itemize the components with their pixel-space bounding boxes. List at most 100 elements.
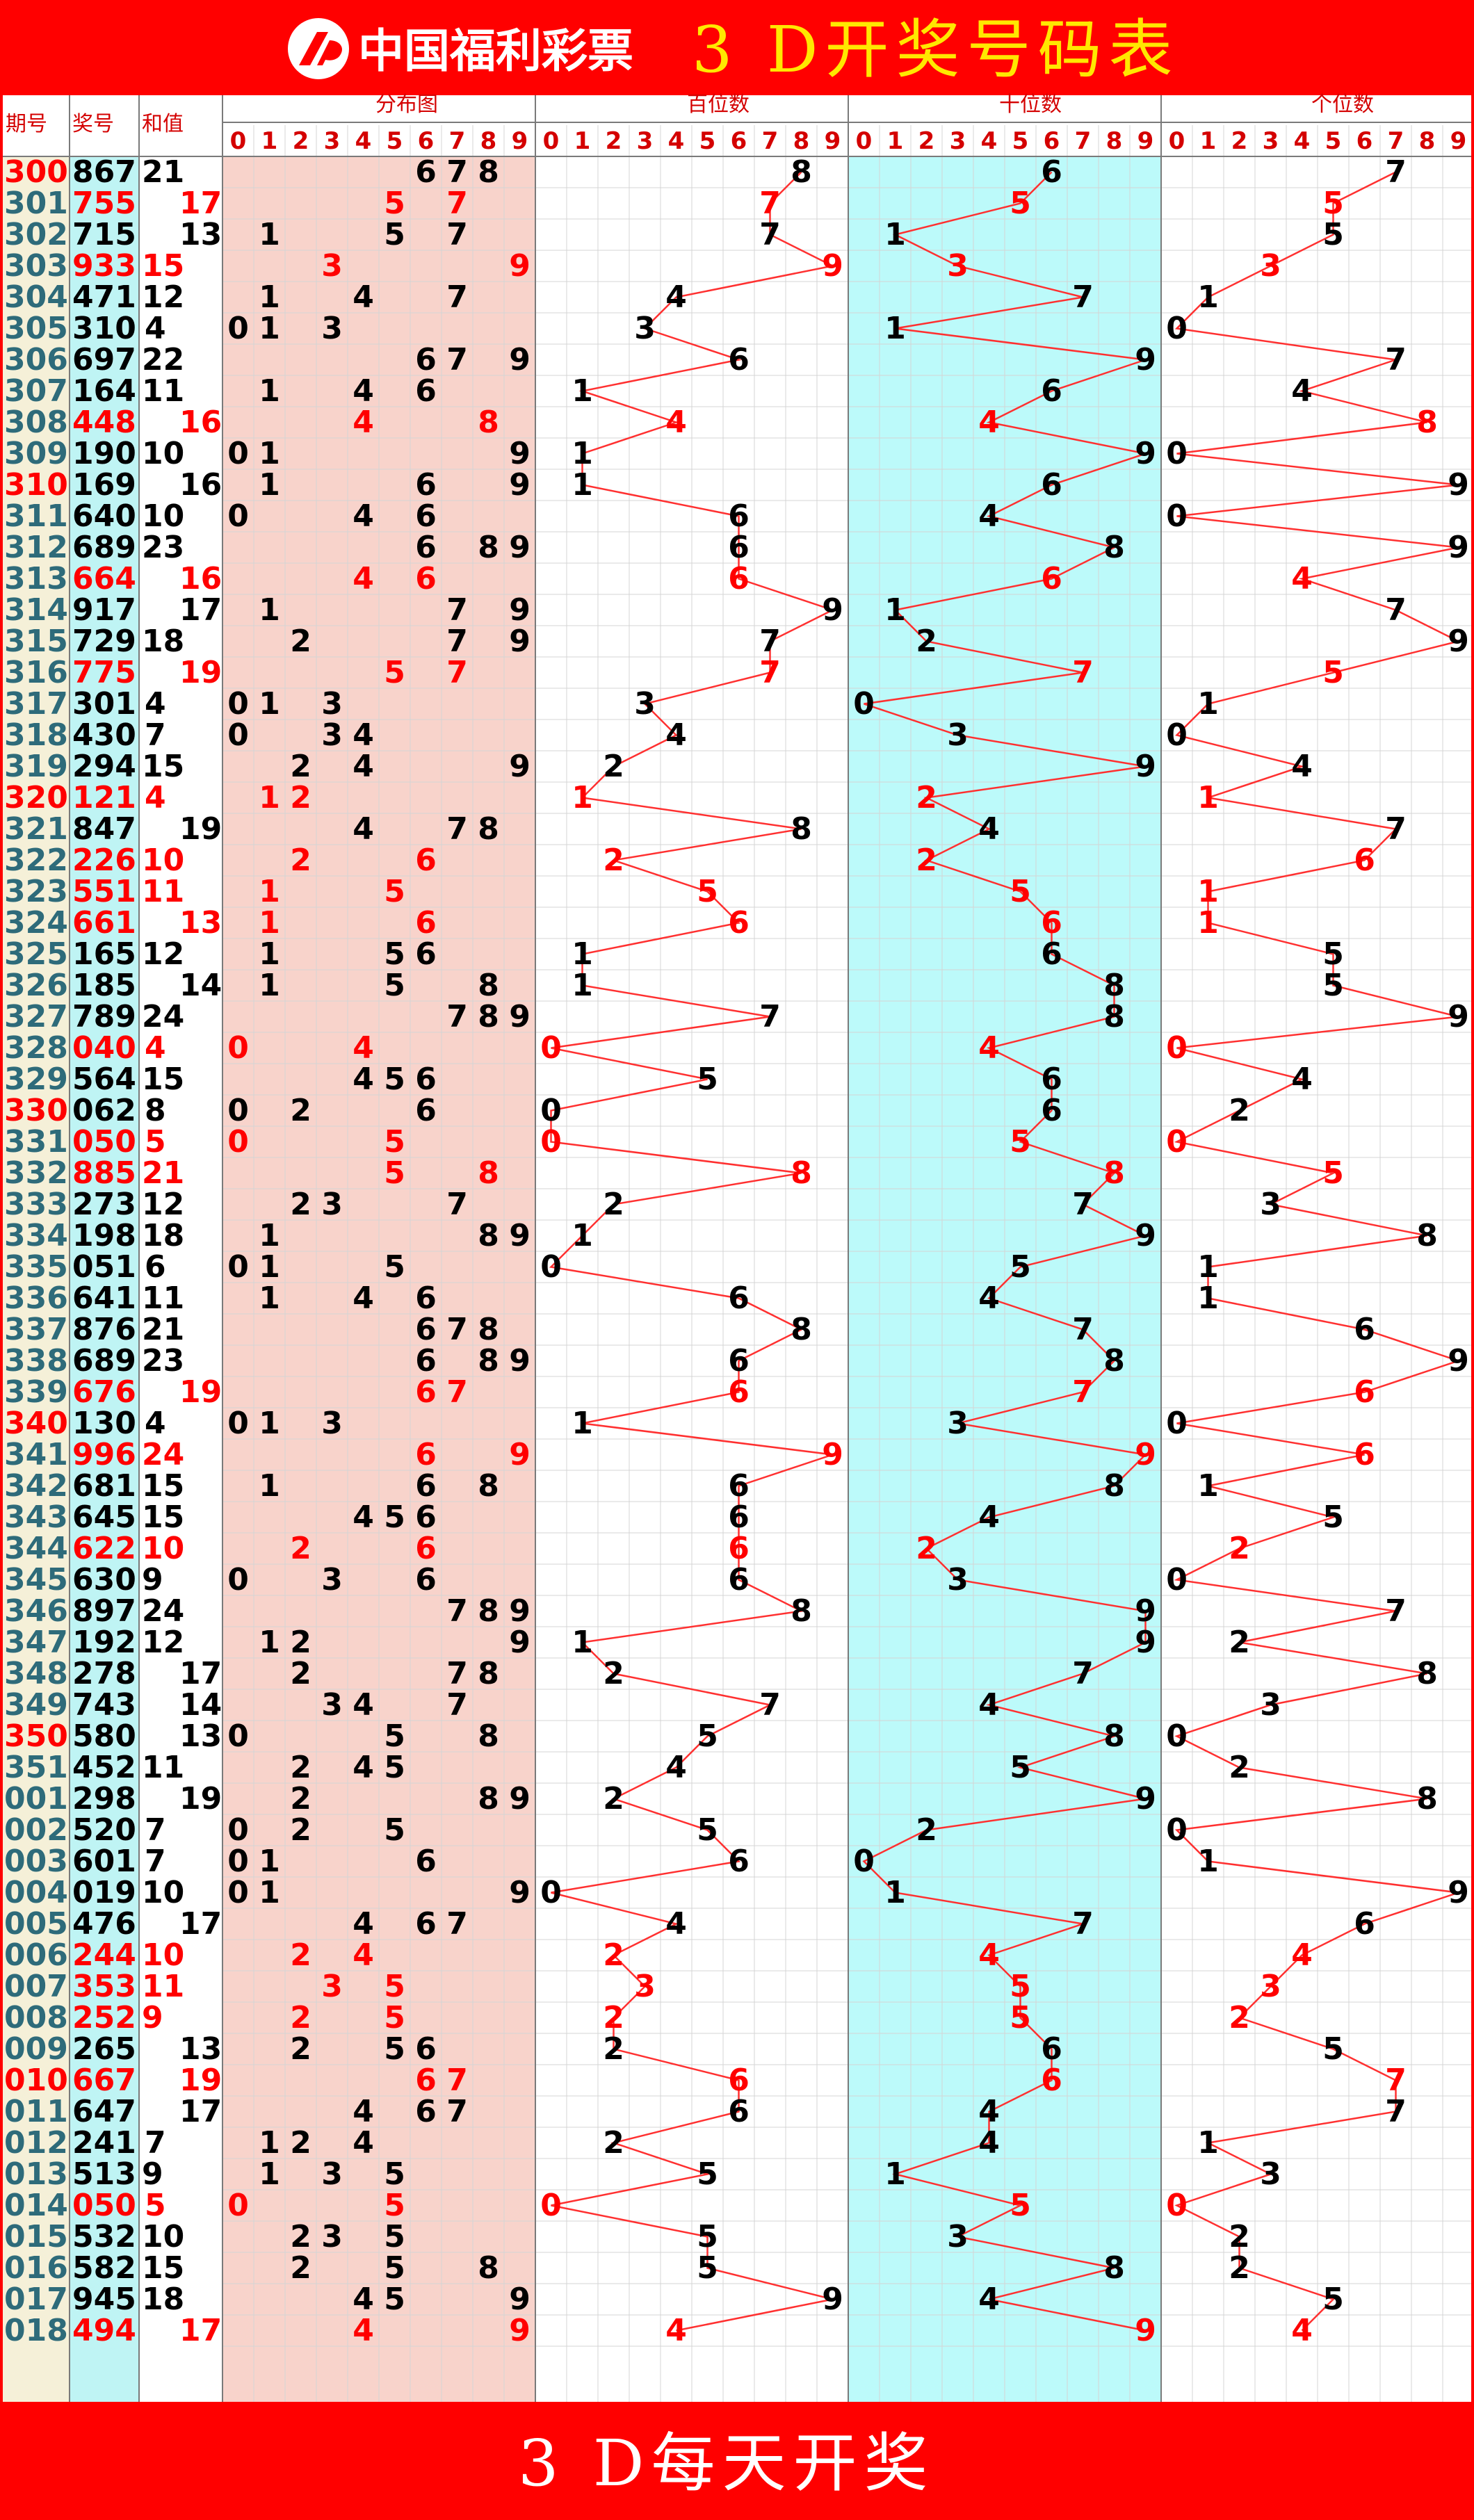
tens-digit: 2 [916, 1812, 937, 1848]
distribution-digit: 6 [415, 1281, 437, 1316]
tens-digit: 6 [1041, 467, 1062, 503]
table-row: 337 876 21 6 7 8 8 7 6 [4, 1312, 1375, 1347]
units-digit: 1 [1197, 1249, 1219, 1285]
digit-header: 8 [1106, 127, 1123, 155]
tens-digit: 8 [1103, 999, 1125, 1034]
hundreds-digit: 9 [822, 248, 843, 284]
distribution-digit: 5 [384, 1155, 405, 1191]
distribution-digit: 1 [259, 686, 280, 722]
hundreds-digit: 0 [540, 1030, 562, 1066]
units-digit: 9 [1448, 530, 1469, 565]
period-cell: 350 [4, 1718, 68, 1754]
units-digit: 3 [1260, 1187, 1281, 1222]
distribution-digit: 2 [290, 1937, 311, 1973]
tens-digit: 1 [884, 217, 906, 252]
digit-header: 2 [1231, 127, 1248, 155]
sum-cell: 7 [145, 1812, 166, 1848]
units-digit: 1 [1197, 780, 1219, 815]
distribution-digit: 9 [509, 624, 531, 659]
tens-digit: 5 [1010, 2188, 1031, 2223]
distribution-digit: 6 [415, 1437, 437, 1472]
period-cell: 317 [4, 686, 68, 722]
sum-cell: 4 [145, 780, 166, 815]
units-digit: 5 [1322, 186, 1344, 221]
hundreds-digit: 2 [603, 2125, 624, 2161]
sum-cell: 19 [179, 811, 222, 847]
tens-digit: 7 [1072, 655, 1094, 690]
distribution-digit: 1 [259, 467, 280, 503]
units-digit: 0 [1166, 2188, 1188, 2223]
distribution-digit: 9 [509, 1625, 531, 1660]
period-cell: 349 [4, 1687, 68, 1723]
distribution-digit: 6 [415, 530, 437, 565]
distribution-digit: 8 [478, 405, 499, 440]
number-cell: 729 [72, 624, 136, 659]
distribution-digit: 2 [290, 2031, 311, 2067]
units-digit: 5 [1322, 2282, 1344, 2317]
hundreds-digit: 1 [572, 1218, 593, 1253]
distribution-digit: 5 [384, 2282, 405, 2317]
distribution-digit: 2 [290, 1656, 311, 1691]
tens-digit: 9 [1135, 2313, 1156, 2348]
units-digit: 7 [1385, 342, 1407, 377]
hundreds-digit: 1 [572, 936, 593, 972]
distribution-digit: 7 [446, 1312, 468, 1347]
hundreds-digit: 3 [634, 1969, 656, 2004]
hundreds-digit: 5 [697, 1062, 718, 1097]
tens-digit: 8 [1103, 1718, 1125, 1754]
sum-cell: 17 [179, 2313, 222, 2348]
distribution-digit: 2 [290, 1781, 311, 1816]
period-cell: 340 [4, 1406, 68, 1441]
distribution-digit: 8 [478, 2250, 499, 2286]
units-digit: 6 [1354, 1906, 1375, 1942]
number-cell: 755 [72, 186, 136, 221]
table-row: 330 062 8 0 2 6 0 6 2 [4, 1093, 1250, 1128]
header-tens: 十位数 [999, 92, 1062, 117]
period-cell: 351 [4, 1750, 68, 1785]
distribution-digit: 6 [415, 2031, 437, 2067]
hundreds-digit: 3 [634, 311, 656, 346]
distribution-digit: 5 [384, 936, 405, 972]
distribution-digit: 3 [321, 2156, 343, 2192]
table-row: 003 601 7 0 1 6 6 0 1 [4, 1844, 1219, 1879]
distribution-digit: 4 [353, 1281, 374, 1316]
period-cell: 307 [4, 373, 68, 409]
digit-header: 7 [1388, 127, 1404, 155]
distribution-digit: 8 [478, 1155, 499, 1191]
table-row: 339 676 19 6 7 6 7 6 [4, 1374, 1375, 1410]
distribution-digit: 8 [478, 530, 499, 565]
number-cell: 476 [72, 1906, 136, 1942]
table-row: 336 641 11 1 4 6 6 4 1 [4, 1281, 1219, 1316]
units-digit: 6 [1354, 843, 1375, 878]
distribution-digit: 7 [446, 279, 468, 315]
sum-cell: 15 [142, 1062, 184, 1097]
period-cell: 329 [4, 1062, 68, 1097]
units-digit: 7 [1385, 811, 1407, 847]
digit-header: 8 [793, 127, 810, 155]
distribution-digit: 6 [415, 1531, 437, 1566]
tens-digit: 3 [947, 248, 969, 284]
period-cell: 319 [4, 749, 68, 784]
period-cell: 337 [4, 1312, 68, 1347]
distribution-digit: 9 [509, 1437, 531, 1472]
number-cell: 933 [72, 248, 136, 284]
tens-digit: 6 [1041, 1093, 1062, 1128]
sum-cell: 15 [142, 749, 184, 784]
table-row: 343 645 15 4 5 6 6 4 5 [4, 1499, 1344, 1535]
hundreds-digit: 9 [822, 592, 843, 628]
table-row: 012 241 7 1 2 4 2 4 1 [4, 2125, 1219, 2161]
hundreds-digit: 1 [572, 968, 593, 1003]
period-cell: 330 [4, 1093, 68, 1128]
distribution-digit: 4 [353, 2282, 374, 2317]
table-row: 327 789 24 7 8 9 7 8 9 [4, 999, 1469, 1034]
units-digit: 0 [1166, 436, 1188, 471]
distribution-digit: 3 [321, 717, 343, 753]
distribution-digit: 4 [353, 717, 374, 753]
number-cell: 996 [72, 1437, 136, 1472]
distribution-digit: 7 [446, 154, 468, 190]
distribution-digit: 1 [259, 968, 280, 1003]
table-row: 319 294 15 2 4 9 2 9 4 [4, 749, 1313, 784]
table-row: 344 622 10 2 6 6 2 2 [4, 1531, 1250, 1566]
number-cell: 198 [72, 1218, 136, 1253]
